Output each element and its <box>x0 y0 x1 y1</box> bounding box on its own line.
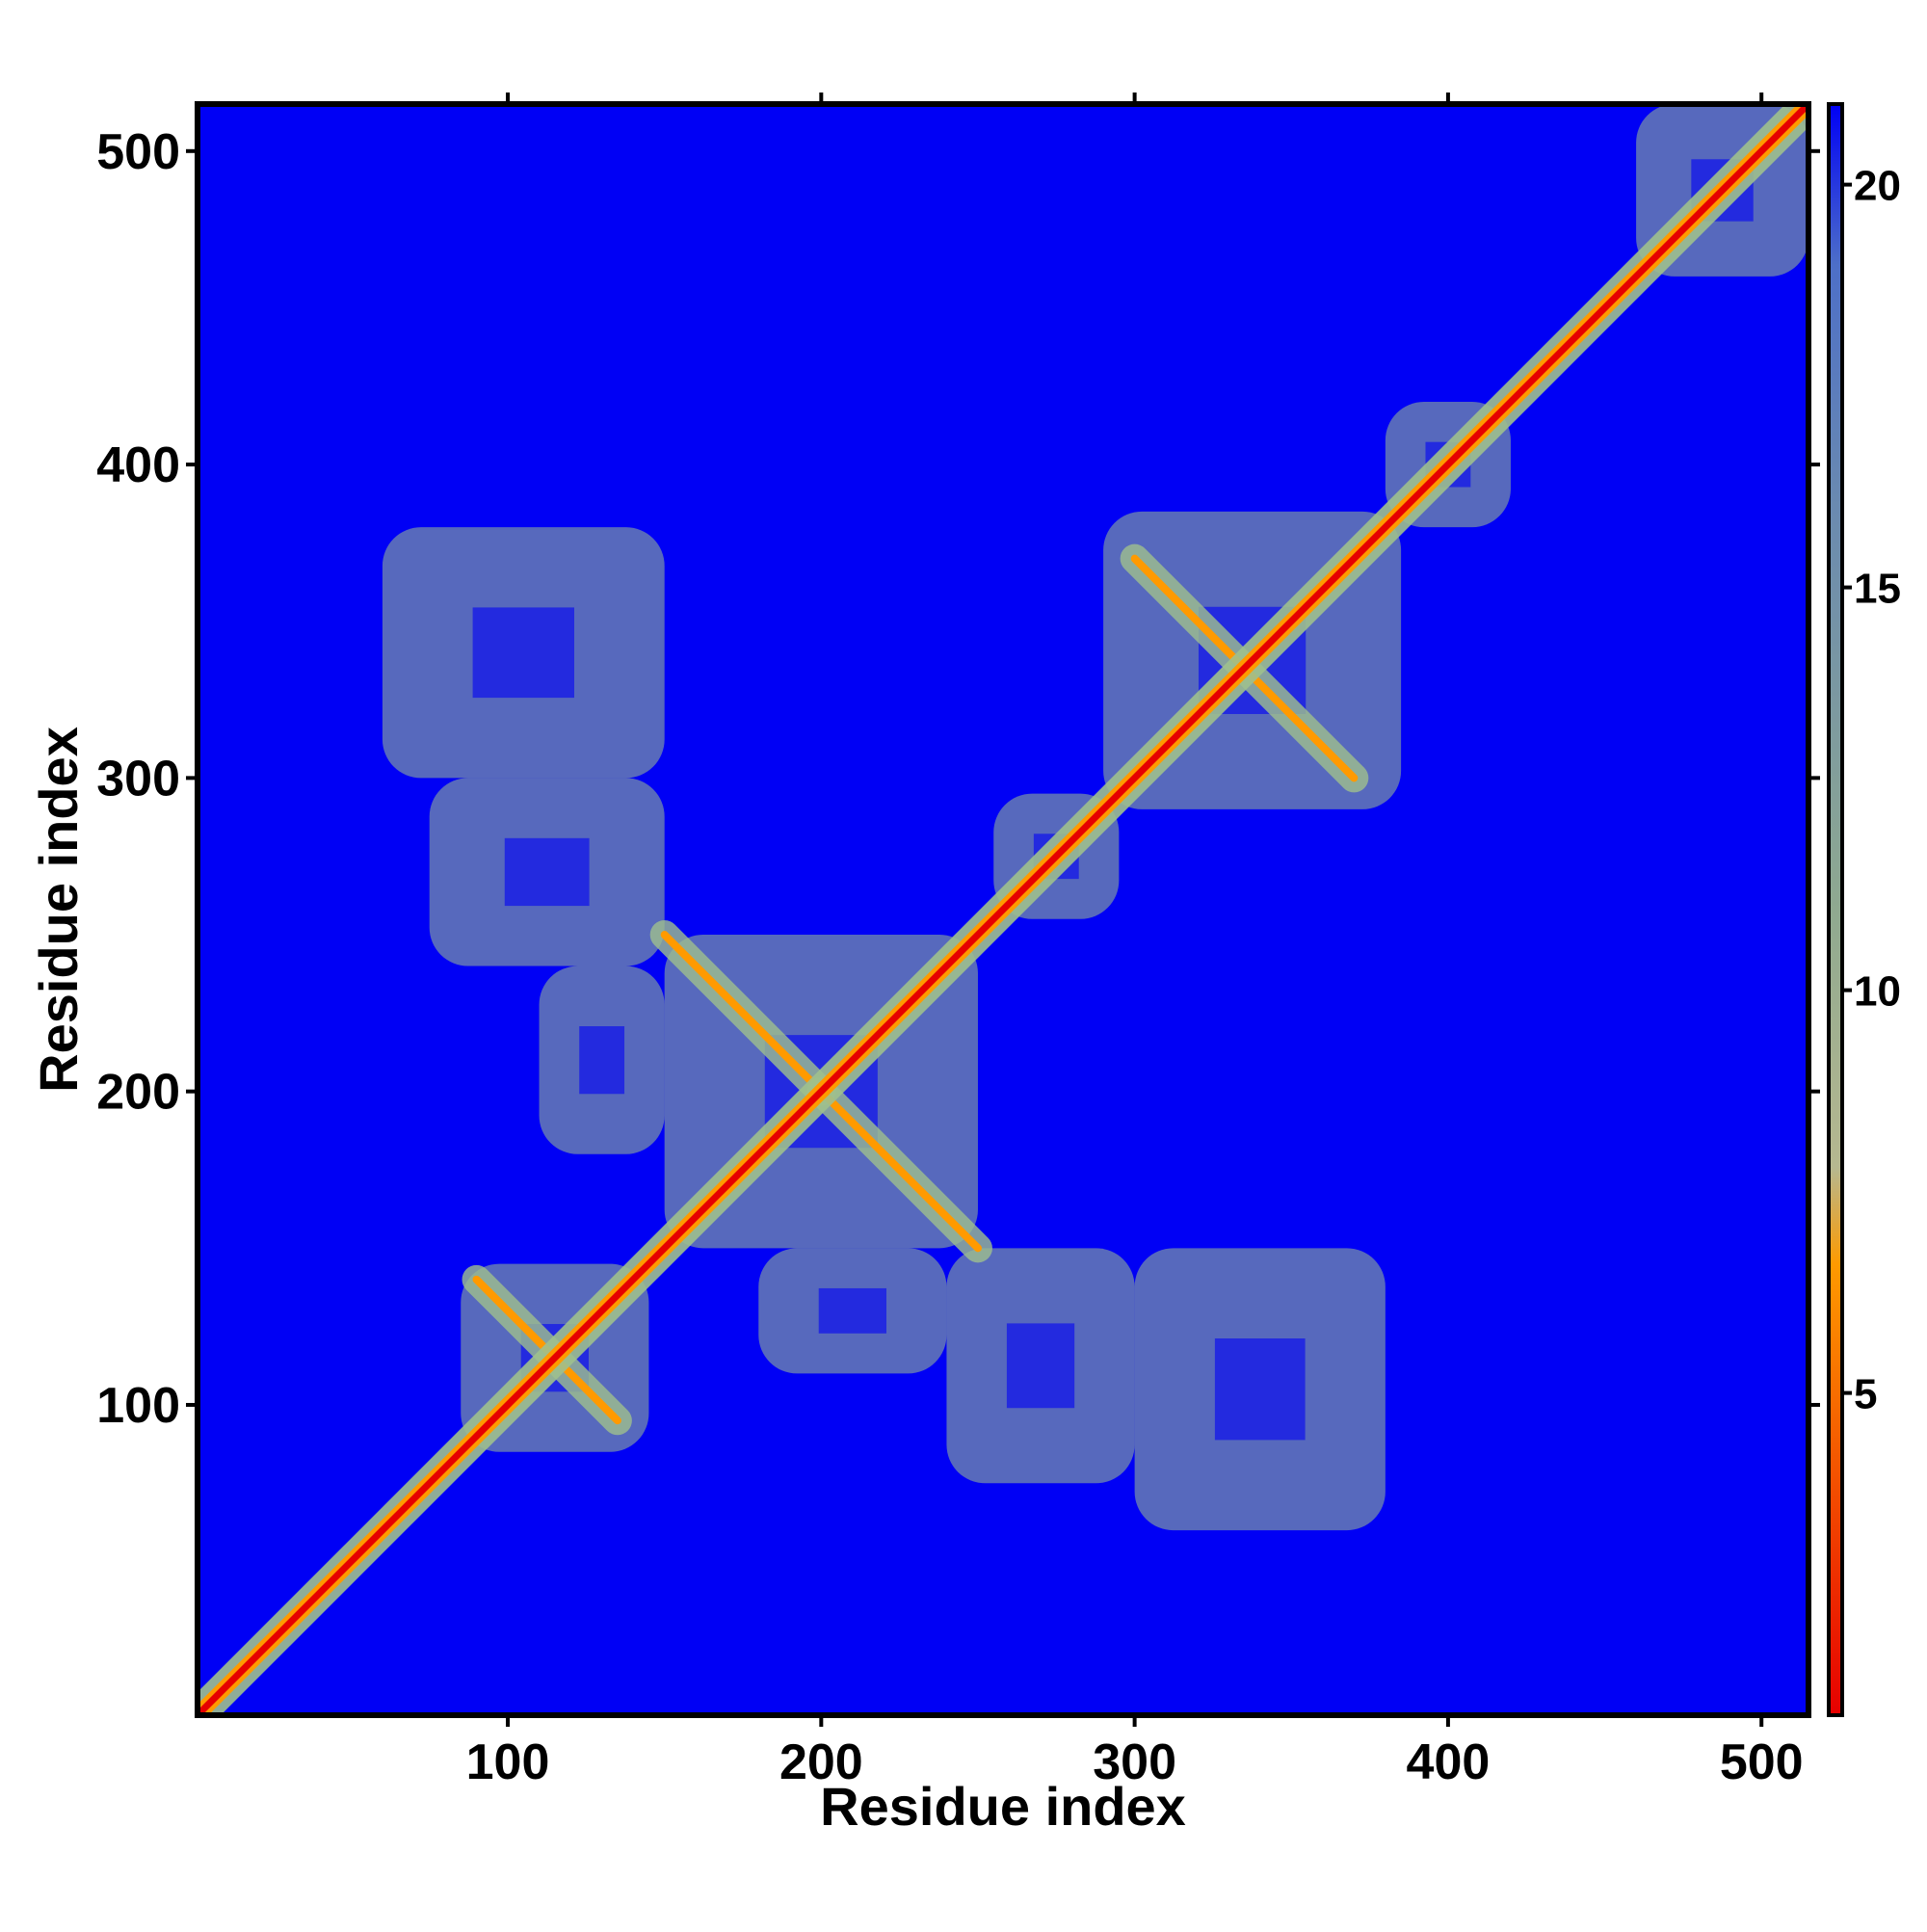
colorbar-ticks: 5 10 15 20 <box>1842 163 1901 1418</box>
antiparallel-band <box>817 1087 982 1253</box>
x-axis-title: Residue index <box>820 1776 1186 1837</box>
x-axis-ticks: 100 200 300 400 500 <box>466 93 1804 1790</box>
colorbar-tick-label: 15 <box>1854 566 1901 613</box>
x-tick-label: 200 <box>779 1734 863 1790</box>
heatmap-layer <box>198 104 1808 1715</box>
diagonal-core <box>198 104 1808 1715</box>
x-tick-label: 500 <box>1720 1734 1804 1790</box>
contact-region-gap <box>579 1026 625 1095</box>
y-tick-label: 500 <box>96 124 180 180</box>
colorbar-tick-label: 20 <box>1854 163 1901 210</box>
y-tick-label: 400 <box>96 437 180 493</box>
colorbar <box>1827 102 1844 1717</box>
y-tick-label: 300 <box>96 751 180 807</box>
x-tick-label: 300 <box>1093 1734 1176 1790</box>
x-tick-label: 400 <box>1407 1734 1491 1790</box>
y-tick-label: 100 <box>96 1378 180 1434</box>
y-axis-title: Residue index <box>28 727 89 1093</box>
contact-region-gap <box>818 1287 886 1334</box>
colorbar-tick-label: 10 <box>1854 968 1901 1016</box>
plot-frame <box>195 101 1811 1718</box>
colorbar-tick-label: 5 <box>1854 1371 1877 1418</box>
contact-region-gap <box>504 837 590 907</box>
antiparallel-band <box>660 931 826 1096</box>
y-axis-ticks: 100 200 300 400 500 <box>96 124 1820 1434</box>
x-tick-label: 100 <box>466 1734 550 1790</box>
contact-region-gap <box>1006 1323 1075 1409</box>
contact-region-gap <box>472 607 575 699</box>
contact-region-gap <box>1214 1337 1306 1441</box>
y-tick-label: 200 <box>96 1065 180 1121</box>
